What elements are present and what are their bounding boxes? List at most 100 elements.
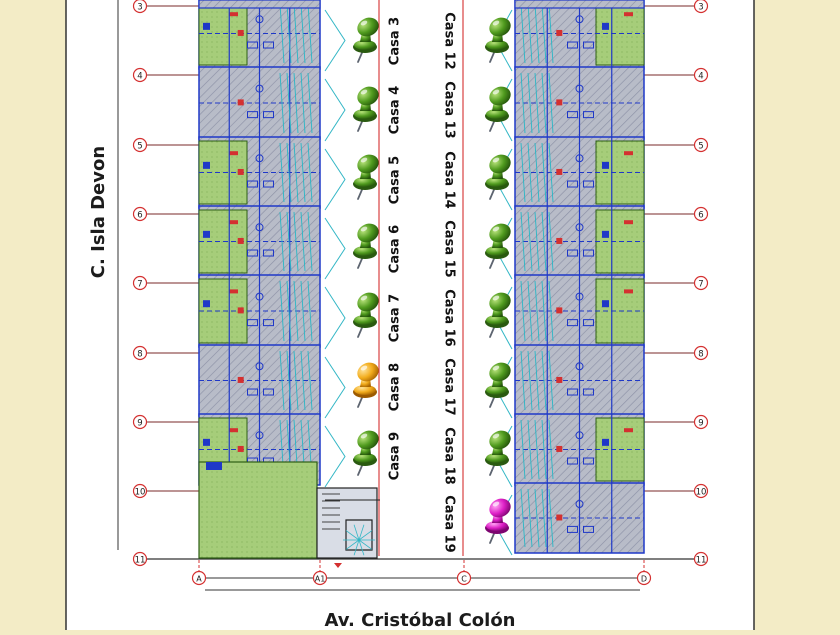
fixture [237,307,244,314]
grid-bubble-row: 4 [693,67,709,83]
fixture [567,319,578,327]
fixture [575,84,584,93]
fixture [247,41,258,49]
stair-stroke [541,280,547,342]
house-labels: Casa 3 Casa 4 Casa 5 Casa 6 Casa 7 Casa … [388,12,457,552]
fixture [237,445,244,452]
tree-stroke [353,524,360,541]
grid-bubble-col: A1 [312,570,328,586]
fixture [575,15,584,24]
stair-stroke [307,72,313,134]
grid-bubble-row: 8 [132,345,148,361]
map-pin-icon [485,430,511,476]
fixture [567,388,578,396]
grid-bubble-label: 11 [135,555,146,565]
stair-stroke [520,488,526,548]
fixture [575,500,584,508]
fixture [583,457,594,465]
grid-bubble-label: 3 [137,2,142,12]
pin-base [354,315,376,325]
grid-bubble-row: 5 [132,137,148,153]
house-label-left: Casa 8 [388,363,403,411]
fixture [203,438,210,446]
grid-bubbles: 3 3 4 4 5 5 6 6 7 7 8 8 9 9 10 10 11 11 A A1 C D [132,0,709,586]
map-pin-icon [353,362,379,408]
stair-stroke [307,280,313,342]
house-label-left: Casa 7 [388,294,403,342]
stair-stroke [279,350,285,411]
driveway-mark [324,286,346,350]
stair-stroke [307,350,313,411]
grid-bubble-row: 9 [132,414,148,430]
pin-base [486,40,508,50]
fixture [556,99,563,106]
house-label-right: Casa 14 [442,151,457,208]
map-pin-icon [485,86,511,132]
fixture [263,111,274,119]
pin-highlight [360,20,368,26]
north-arrow-icon [334,563,342,568]
stair-stroke [293,3,299,64]
driveway-mark [324,356,346,419]
fixture [263,249,274,257]
grid-bubble-row: 8 [693,345,709,361]
fixture [203,300,210,308]
driveway-mark [324,425,346,488]
pin-highlight [492,433,500,439]
stair-stroke [307,142,313,203]
fixture [255,431,264,440]
fixture [624,289,633,294]
house-label-left: Casa 4 [388,86,403,134]
grid-bubble-row: 11 [132,551,148,567]
map-pin-icon [353,430,379,476]
pin-highlight [360,433,368,439]
pin-base [486,109,508,119]
fixture [247,111,258,119]
stair-stroke [527,211,533,272]
grid-bubble-label: 7 [137,279,142,289]
driveway-mark [324,148,346,211]
stair-stroke [293,280,299,342]
stair-stroke [300,211,306,272]
stair-stroke [279,3,285,64]
fixture [583,319,594,327]
house-label-right: Casa 13 [442,81,457,138]
stair-stroke [527,3,533,64]
grid-bubble-row: 6 [693,206,709,222]
house-label-right: Casa 15 [442,220,457,277]
fixture [237,168,244,175]
map-pin-icon [485,17,511,63]
fixture [203,22,210,30]
pin-highlight [492,157,500,163]
stair-stroke [527,72,533,134]
grid-bubble-circle [132,206,148,222]
stair-stroke [548,72,554,134]
map-pin-icon [353,292,379,338]
building-blocks [198,0,645,559]
fixture [575,223,584,232]
unit-floor [514,0,645,9]
pin-base [486,453,508,463]
location-pins [353,17,511,544]
grid-bubble-col: D [636,570,652,586]
driveway-mark [324,9,346,72]
stair-stroke [300,280,306,342]
fixture [583,111,594,119]
stair-stroke [520,280,526,342]
stair-stroke [534,3,540,64]
grid-bubble-row: 6 [132,206,148,222]
grid-bubble-row: 9 [693,414,709,430]
stair-stroke [548,350,554,411]
house-label-right: Casa 17 [442,358,457,415]
fixture [583,249,594,257]
grid-bubble-circle [132,414,148,430]
stair-stroke [527,350,533,411]
pin-base [486,521,508,531]
pin-base [486,385,508,395]
grid-bubble-label: 3 [698,2,703,12]
grid-bubble-col: A [191,570,207,586]
grid-bubble-label: 8 [137,349,142,359]
street-label-bottom: Av. Cristóbal Colón [325,610,516,630]
grid-bubble-label: 10 [696,487,707,497]
